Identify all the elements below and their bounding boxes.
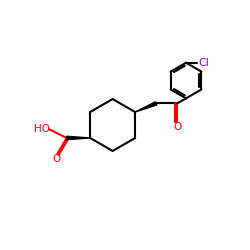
Text: HO: HO: [34, 124, 50, 134]
Text: Cl: Cl: [198, 58, 209, 68]
Text: O: O: [173, 122, 181, 132]
Polygon shape: [135, 102, 157, 112]
Polygon shape: [67, 136, 90, 140]
Text: O: O: [52, 154, 60, 164]
